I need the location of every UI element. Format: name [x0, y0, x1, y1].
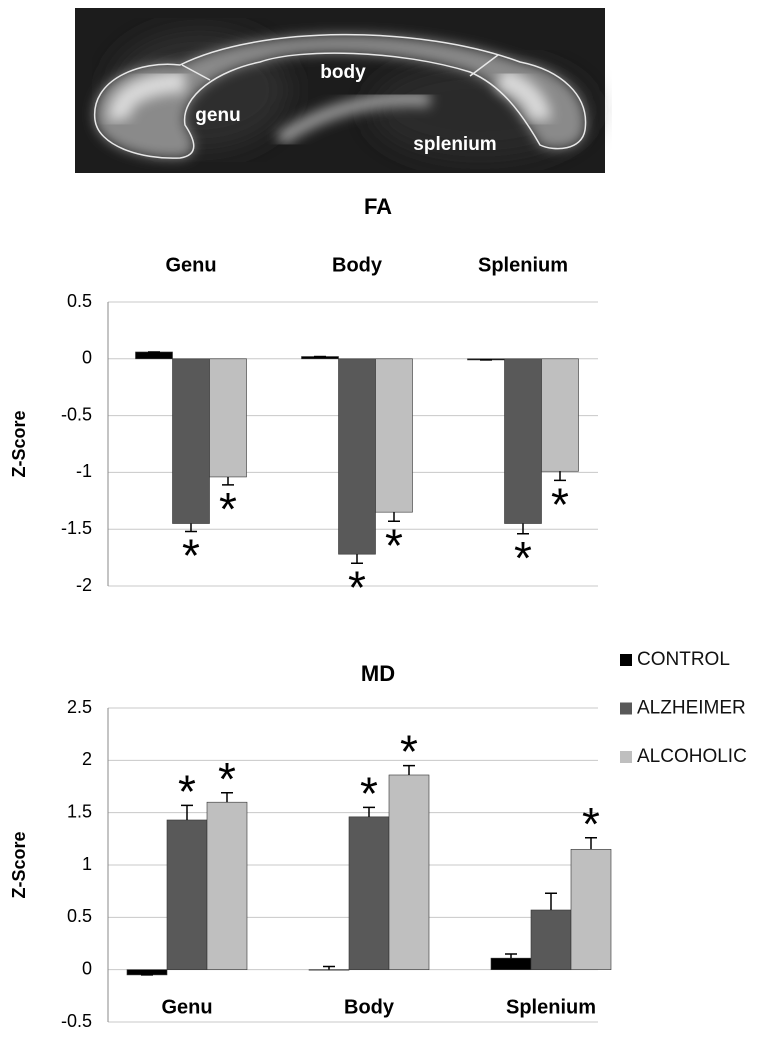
- error-bar: [517, 523, 529, 535]
- significance-label: *: [178, 765, 196, 817]
- significance-label: *: [400, 726, 418, 778]
- category-label: Body: [332, 254, 383, 276]
- bar: [504, 358, 542, 524]
- error-bar: [181, 804, 193, 820]
- y-tick-label: 0: [82, 958, 92, 978]
- category-label: Splenium: [506, 996, 596, 1018]
- error-bar: [554, 471, 566, 482]
- error-bar: [185, 523, 197, 533]
- error-bar: [388, 512, 400, 522]
- bar: [206, 801, 248, 970]
- bar: [348, 816, 390, 970]
- legend-label: CONTROL: [637, 649, 730, 670]
- category-label: Splenium: [478, 254, 568, 276]
- y-tick-label: 2.5: [67, 697, 92, 717]
- error-bar: [323, 965, 335, 970]
- y-axis-label: Z-Score: [9, 831, 29, 898]
- category-label: Genu: [165, 254, 216, 276]
- bar: [209, 358, 247, 478]
- y-tick-label: -2: [76, 575, 92, 595]
- bar: [172, 358, 210, 524]
- bar: [135, 351, 173, 360]
- significance-label: *: [514, 532, 532, 584]
- chart-title: MD: [361, 661, 395, 686]
- legend-swatch: [620, 654, 632, 666]
- y-tick-label: 0: [82, 348, 92, 368]
- bar: [570, 848, 612, 970]
- error-bar: [363, 806, 375, 817]
- significance-label: *: [360, 768, 378, 820]
- bar: [338, 358, 376, 555]
- error-bar: [505, 953, 517, 959]
- bar: [126, 969, 168, 976]
- legend-label: ALZHEIMER: [637, 698, 746, 719]
- legend-swatch: [620, 702, 632, 715]
- y-tick-label: 0.5: [67, 906, 92, 926]
- significance-label: *: [385, 519, 403, 571]
- significance-label: *: [218, 753, 236, 805]
- bar: [490, 957, 532, 970]
- significance-label: *: [219, 483, 237, 535]
- bar: [375, 358, 413, 513]
- category-label: Genu: [161, 996, 212, 1018]
- significance-label: *: [348, 561, 366, 613]
- category-label: Body: [344, 996, 395, 1018]
- error-bar: [585, 837, 597, 850]
- region-label: genu: [195, 105, 240, 126]
- y-tick-label: -0.5: [61, 1011, 92, 1031]
- region-label: splenium: [413, 134, 496, 155]
- significance-label: *: [582, 798, 600, 850]
- bar: [541, 358, 579, 472]
- mri-image: body genu splenium: [75, 8, 605, 173]
- significance-label: *: [551, 479, 569, 531]
- y-tick-label: -1.5: [61, 518, 92, 538]
- region-label: body: [320, 62, 366, 83]
- error-bar: [545, 892, 557, 911]
- y-tick-label: -1: [76, 461, 92, 481]
- y-tick-label: 1.5: [67, 801, 92, 821]
- legend-label: ALCOHOLIC: [637, 746, 747, 767]
- significance-label: *: [182, 530, 200, 582]
- legend-swatch: [620, 751, 632, 763]
- error-bar: [221, 792, 233, 803]
- y-tick-label: 0.5: [67, 291, 92, 311]
- error-bar: [403, 764, 415, 775]
- error-bar: [222, 476, 234, 486]
- bar: [388, 774, 430, 970]
- error-bar: [351, 554, 363, 565]
- bar: [530, 909, 572, 970]
- bar: [166, 819, 208, 970]
- y-axis-label: Z-Score: [9, 410, 29, 477]
- chart-title: FA: [364, 194, 392, 219]
- bar: [308, 969, 350, 971]
- y-tick-label: -0.5: [61, 404, 92, 424]
- y-tick-label: 1: [82, 854, 92, 874]
- y-tick-label: 2: [82, 749, 92, 769]
